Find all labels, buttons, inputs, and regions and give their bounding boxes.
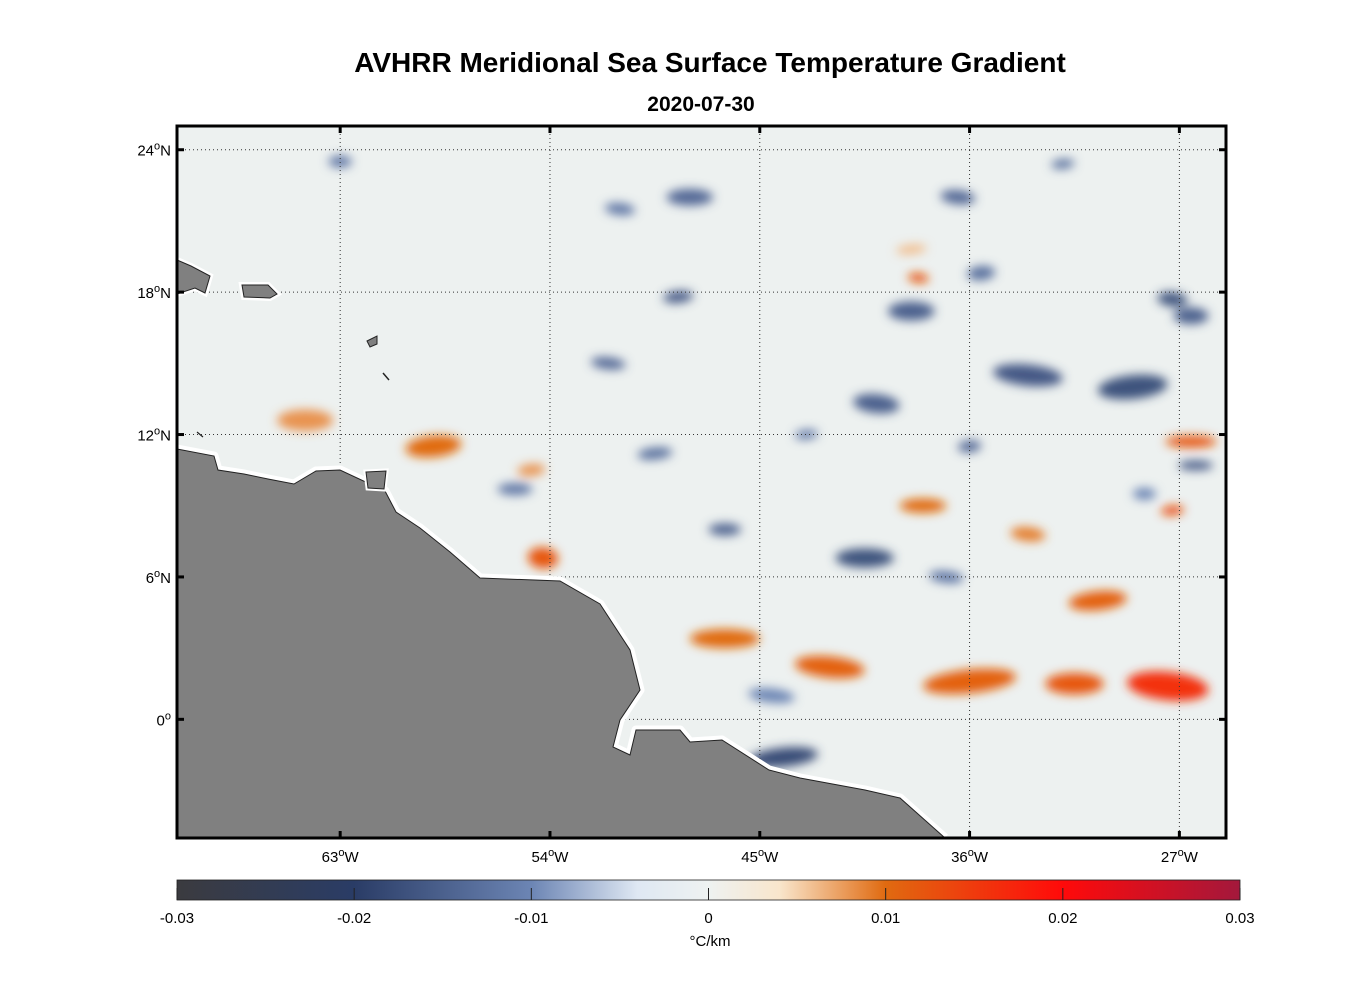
lon-tick-label: 27oW [1161, 847, 1199, 866]
gradient-feature [497, 483, 533, 496]
lat-tick-label: 0o [157, 710, 171, 729]
map-title: AVHRR Meridional Sea Surface Temperature… [354, 47, 1066, 78]
map-date: 2020-07-30 [647, 93, 755, 116]
trinidad-island-outline [365, 470, 387, 490]
lon-tick-label: 36oW [951, 847, 989, 866]
gradient-feature [1051, 159, 1075, 169]
gradient-feature [794, 655, 865, 679]
colorbar-tick-label: -0.01 [514, 910, 548, 927]
gradient-features [277, 155, 1217, 768]
gradient-feature [328, 155, 352, 168]
colorbar-tick-label: 0.01 [871, 910, 900, 927]
colorbar-tick-label: 0.02 [1048, 910, 1077, 927]
colorbar-tick-label: 0.03 [1225, 910, 1254, 927]
south-america-land [177, 448, 946, 838]
gradient-feature [1178, 460, 1214, 471]
puerto-rico-land [238, 282, 282, 302]
gradient-feature [666, 188, 714, 206]
gradient-feature [277, 409, 334, 431]
map-frame [175, 124, 1228, 840]
gradient-feature [899, 498, 947, 513]
gradient-feature [1160, 505, 1184, 516]
gradient-feature [967, 265, 996, 281]
colorbar-ticks: -0.03 -0.02 -0.01 0 0.01 0.02 0.03 [160, 888, 1255, 927]
lon-tick-label: 45oW [741, 847, 779, 866]
lat-tick-label: 12oN [137, 426, 171, 445]
colorbar-tick-label: -0.03 [160, 910, 194, 927]
gradient-feature [405, 435, 462, 458]
trinidad-island [363, 468, 389, 492]
gradient-feature [708, 523, 742, 536]
gradient-feature [663, 290, 694, 303]
gradient-feature [1068, 590, 1127, 611]
grenada-island [196, 431, 204, 438]
gradient-feature [1127, 671, 1209, 701]
colorbar-units: °C/km [689, 933, 731, 950]
colorbar-tick-label: 0 [704, 910, 712, 927]
lat-tick-label: 18oN [137, 283, 171, 302]
gradient-feature [1097, 374, 1168, 400]
gradient-feature [923, 668, 1016, 695]
lon-tick-label: 63oW [322, 847, 360, 866]
axis-ticks [177, 126, 1226, 838]
gradient-feature [689, 629, 760, 649]
gradient-feature [835, 548, 894, 568]
puerto-rico-outline [241, 284, 278, 299]
gradient-feature [940, 189, 976, 205]
colorbar-tick-label: -0.02 [337, 910, 371, 927]
lon-tick-label: 54oW [531, 847, 569, 866]
lat-tick-label: 6oN [146, 568, 171, 587]
gradient-feature [517, 464, 546, 477]
gradient-feature [748, 747, 818, 768]
gradient-feature [1010, 526, 1046, 542]
gradient-feature [590, 357, 626, 370]
hispaniola-outline [177, 259, 211, 295]
gradient-feature [1173, 307, 1209, 325]
martinique-island [382, 372, 390, 381]
gradient-feature [887, 301, 935, 321]
gradient-feature [928, 570, 964, 584]
gradient-feature [527, 547, 559, 569]
gradient-feature [794, 429, 819, 440]
land-layer [177, 256, 948, 838]
axis-labels: 24oN 18oN 12oN 6oN 0o 63oW 54oW 45oW 36oW 27oW [137, 141, 1198, 866]
lat-tick-label: 24oN [137, 141, 171, 160]
gradient-feature [1045, 673, 1104, 695]
gradient-feature [748, 688, 795, 704]
gradient-feature [604, 202, 635, 216]
gradient-feature [637, 447, 673, 460]
gradient-feature [896, 244, 927, 255]
gradient-feature [993, 363, 1063, 387]
gradient-feature [907, 273, 929, 283]
gradient-feature [853, 393, 900, 414]
guadeloupe-island [366, 335, 378, 348]
gradient-feature [1157, 291, 1188, 307]
gradient-feature [1165, 435, 1217, 448]
colorbar: -0.03 -0.02 -0.01 0 0.01 0.02 0.03 [160, 879, 1255, 927]
gradient-feature [1132, 487, 1157, 500]
